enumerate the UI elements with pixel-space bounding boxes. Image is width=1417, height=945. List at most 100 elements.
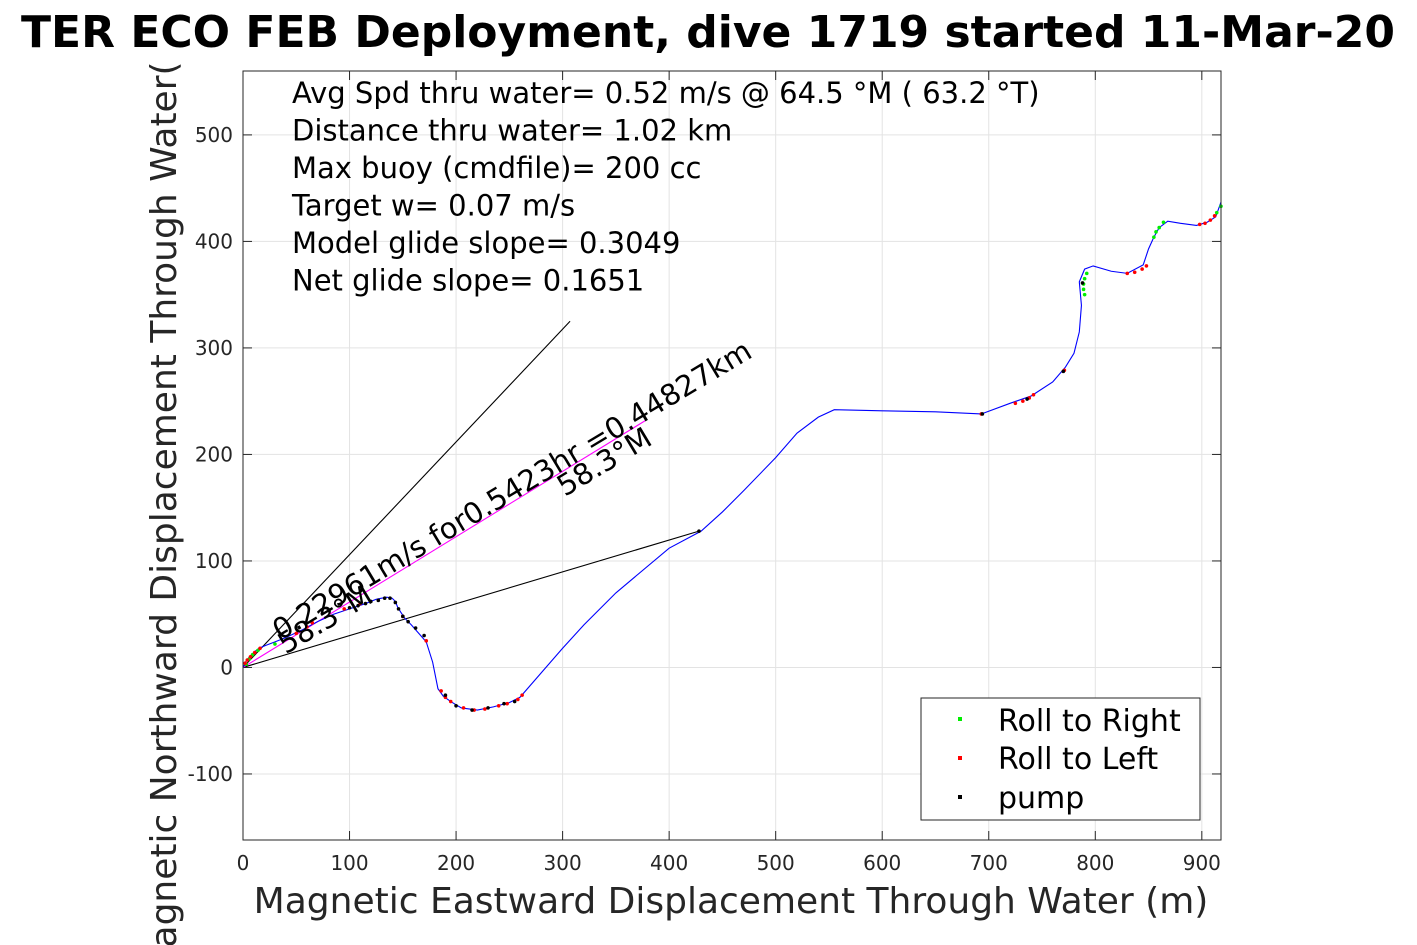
y-tick-label: -100 (188, 762, 233, 786)
x-tick-label: 200 (437, 851, 475, 875)
y-tick-label: 300 (195, 336, 233, 360)
roll-left-marker (294, 631, 299, 636)
pump-marker (388, 596, 392, 601)
stats-annotation-line: Distance thru water= 1.02 km (292, 114, 732, 148)
y-tick-label: 500 (195, 123, 233, 147)
pump-marker (401, 614, 405, 619)
pump-marker (1080, 281, 1085, 285)
roll-right-marker (1082, 276, 1087, 281)
x-tick-label: 700 (970, 851, 1008, 875)
roll-left-marker (245, 658, 250, 662)
pump-marker (1025, 397, 1029, 401)
pump-marker (356, 603, 360, 608)
x-tick-label: 600 (863, 851, 901, 875)
roll-left-marker (483, 707, 487, 711)
reference-line (242, 530, 700, 668)
legend: Roll to Right Roll to Left pump (920, 697, 1201, 821)
reference-line (242, 320, 571, 668)
pump-marker (980, 412, 985, 416)
reference-lines (242, 320, 700, 668)
legend-label-roll-left: Roll to Left (998, 742, 1158, 777)
roll-right-marker (1161, 220, 1166, 225)
x-tick-label: 900 (1183, 851, 1221, 875)
roll-left-marker (1203, 221, 1207, 226)
chart-title: TER ECO FEB Deployment, dive 1719 starte… (21, 7, 1395, 58)
roll-left-marker (448, 699, 453, 704)
roll-left-marker (516, 697, 520, 702)
pump-marker (512, 699, 517, 704)
roll-left-marker (424, 639, 429, 643)
legend-marker-pump (958, 795, 962, 799)
x-axis-label: Magnetic Eastward Displacement Through W… (254, 881, 1209, 922)
y-tick-label: 0 (220, 655, 233, 679)
roll-left-marker (243, 661, 247, 665)
x-tick-label: 100 (330, 851, 368, 875)
pump-marker (697, 529, 701, 533)
roll-left-marker (252, 650, 257, 655)
event-markers (243, 204, 1223, 712)
stats-annotation-line: Avg Spd thru water= 0.52 m/s @ 64.5 °M (… (292, 76, 1040, 110)
pump-marker (1061, 369, 1066, 374)
roll-left-marker (1132, 270, 1137, 275)
roll-left-marker (505, 701, 510, 706)
roll-left-marker (1140, 267, 1144, 271)
roll-right-marker (1152, 235, 1156, 239)
roll-left-marker (1013, 401, 1018, 406)
pump-marker (393, 600, 398, 605)
pump-marker (363, 601, 368, 606)
roll-right-marker (1214, 210, 1219, 215)
pump-marker (413, 626, 418, 630)
roll-right-marker (1157, 225, 1162, 230)
roll-left-marker (248, 655, 253, 659)
x-tick-label: 0 (237, 851, 250, 875)
roll-right-marker (1082, 292, 1087, 297)
pump-marker (486, 706, 490, 710)
plot-frame (242, 70, 1222, 841)
roll-left-marker (258, 646, 262, 651)
stats-annotation-line: Model glide slope= 0.3049 (292, 226, 680, 260)
roll-left-marker (1021, 399, 1025, 403)
pump-marker (376, 598, 381, 603)
legend-marker-roll-right (958, 717, 962, 721)
roll-left-marker (1125, 271, 1130, 276)
y-tick-label: 400 (195, 229, 233, 253)
roll-left-marker (439, 689, 443, 693)
stats-annotation-line: Max buoy (cmdfile)= 200 cc (292, 151, 701, 185)
roll-left-marker (1197, 222, 1202, 227)
pump-marker (347, 606, 352, 610)
roll-left-marker (305, 625, 309, 629)
roll-right-marker (1081, 287, 1086, 292)
roll-left-marker (1031, 392, 1036, 397)
pump-marker (396, 607, 401, 611)
y-tick-label: 200 (195, 442, 233, 466)
legend-box (920, 697, 1201, 821)
pump-marker (470, 708, 474, 712)
roll-left-marker (1208, 218, 1213, 222)
legend-label-pump: pump (998, 781, 1084, 816)
pump-marker (406, 619, 410, 624)
pump-marker (454, 703, 458, 708)
roll-left-marker (1212, 214, 1217, 218)
stats-annotations: Avg Spd thru water= 0.52 m/s @ 64.5 °M (… (291, 76, 1040, 298)
x-tick-label: 500 (757, 851, 795, 875)
stats-annotation-line: Net glide slope= 0.1651 (292, 264, 644, 298)
pump-marker (369, 599, 373, 604)
axis-ticks: 0 100 200 300 400 500 600 700 800 900 -100 0 100 200 3… (188, 71, 1221, 875)
y-tick-label: 100 (195, 549, 233, 573)
y-axis-label: Magnetic Northward Displacement Through … (144, 61, 185, 945)
legend-label-roll-right: Roll to Right (998, 704, 1181, 739)
reference-line (242, 419, 646, 668)
pump-marker (502, 701, 506, 706)
pump-marker (422, 633, 426, 638)
x-tick-label: 300 (544, 851, 582, 875)
roll-right-marker (1154, 230, 1158, 234)
roll-right-marker (273, 642, 277, 646)
stats-annotation-line: Target w= 0.07 m/s (291, 189, 575, 223)
legend-marker-roll-left (958, 756, 962, 760)
roll-left-marker (342, 607, 347, 611)
pump-marker (382, 596, 387, 601)
roll-left-marker (520, 693, 524, 697)
roll-left-marker (310, 620, 315, 625)
roll-left-marker (461, 706, 466, 710)
